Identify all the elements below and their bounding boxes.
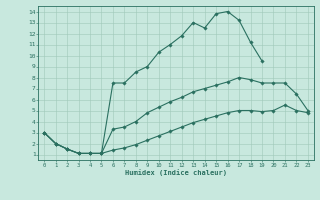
X-axis label: Humidex (Indice chaleur): Humidex (Indice chaleur) <box>125 169 227 176</box>
